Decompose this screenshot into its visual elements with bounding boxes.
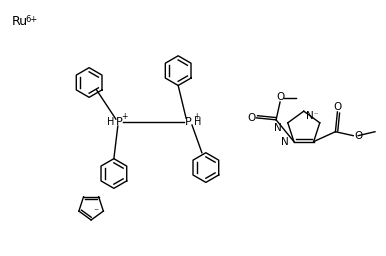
Text: +: + bbox=[122, 112, 128, 121]
Text: P: P bbox=[185, 117, 191, 127]
Text: 6+: 6+ bbox=[26, 15, 38, 24]
Text: ⁻: ⁻ bbox=[314, 111, 318, 120]
Text: O: O bbox=[333, 102, 342, 112]
Text: +: + bbox=[193, 112, 199, 121]
Text: O: O bbox=[276, 92, 284, 102]
Text: Ru: Ru bbox=[12, 15, 28, 28]
Text: H: H bbox=[194, 117, 201, 127]
Text: ⁻: ⁻ bbox=[93, 207, 98, 217]
Text: P: P bbox=[115, 117, 122, 127]
Text: O: O bbox=[354, 131, 362, 141]
Text: O: O bbox=[247, 113, 256, 123]
Text: N: N bbox=[281, 137, 289, 147]
Text: N: N bbox=[274, 123, 282, 133]
Text: H: H bbox=[107, 117, 115, 127]
Text: N: N bbox=[306, 111, 313, 121]
